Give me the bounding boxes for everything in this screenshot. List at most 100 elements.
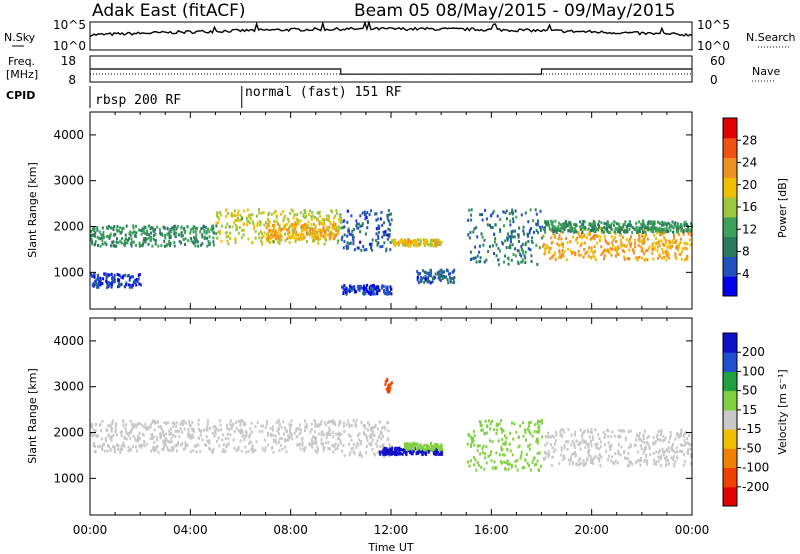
power-cell	[642, 222, 645, 226]
nave-tick-low: 0	[710, 73, 718, 87]
velocity-cell	[418, 448, 420, 452]
power-cell	[643, 226, 646, 230]
power-cell	[560, 253, 563, 257]
power-cell	[527, 247, 530, 251]
velocity-cell	[551, 434, 554, 438]
velocity-cell	[480, 465, 483, 469]
colorbar-tick-label: 100	[742, 364, 765, 378]
velocity-cell	[125, 423, 128, 427]
power-cell	[242, 233, 245, 237]
power-cell	[187, 239, 190, 243]
velocity-cell	[546, 434, 549, 438]
velocity-cell	[511, 421, 513, 425]
power-cell	[284, 223, 286, 227]
power-cell	[112, 279, 115, 283]
velocity-cell	[518, 444, 521, 448]
velocity-cell	[410, 452, 413, 456]
power-cell	[224, 225, 227, 229]
velocity-cell	[109, 424, 112, 428]
power-cell	[182, 234, 185, 238]
power-cell	[120, 230, 123, 234]
power-cell	[521, 248, 523, 252]
power-cell	[124, 241, 127, 245]
velocity-cell	[440, 452, 442, 456]
power-cell	[273, 227, 276, 230]
power-cell	[643, 241, 646, 245]
velocity-cell	[674, 460, 677, 464]
velocity-cell	[547, 431, 550, 435]
power-cell	[277, 231, 280, 235]
power-cell	[551, 255, 554, 259]
power-cell	[543, 252, 546, 256]
power-cell	[282, 210, 285, 214]
velocity-cell	[689, 443, 692, 447]
velocity-cell	[102, 442, 105, 446]
power-cell	[652, 222, 655, 226]
power-cell	[573, 226, 576, 230]
velocity-cell	[100, 437, 103, 441]
power-cell	[194, 230, 197, 234]
power-cell	[613, 236, 616, 240]
velocity-cell	[272, 428, 274, 432]
power-cell	[154, 238, 157, 242]
power-cell	[377, 286, 380, 290]
power-cell	[614, 230, 617, 234]
power-cell	[164, 244, 166, 248]
velocity-cell	[239, 421, 242, 425]
power-cell	[623, 250, 626, 254]
power-cell	[638, 230, 641, 234]
power-cell	[306, 240, 308, 243]
power-cell	[153, 233, 155, 237]
power-cell	[370, 244, 373, 248]
velocity-cell	[579, 447, 582, 451]
power-cell	[247, 237, 250, 241]
velocity-cell	[412, 449, 415, 453]
velocity-cell	[577, 443, 580, 446]
power-cell	[652, 247, 655, 251]
power-cell	[630, 235, 632, 239]
power-cell	[643, 237, 646, 241]
power-cell	[441, 277, 444, 280]
power-cell	[512, 220, 515, 224]
velocity-cell	[132, 445, 135, 449]
velocity-cell	[288, 422, 291, 426]
velocity-cell	[165, 437, 168, 440]
power-cell	[573, 223, 576, 226]
velocity-cell	[189, 450, 192, 454]
power-cell	[451, 270, 454, 274]
velocity-cell	[508, 442, 511, 446]
velocity-cell	[514, 460, 517, 464]
velocity-cell	[659, 457, 662, 461]
power-cell	[621, 249, 624, 253]
velocity-cell	[193, 429, 195, 433]
power-cell	[287, 217, 289, 221]
power-cell	[110, 285, 113, 289]
power-cell	[610, 227, 613, 231]
velocity-cell	[226, 426, 229, 430]
power-cell	[389, 285, 392, 289]
nsky-tick-low: 10^0	[53, 39, 86, 53]
power-cell	[246, 219, 249, 223]
power-cell	[292, 230, 295, 234]
power-cell	[581, 228, 584, 232]
power-cell	[522, 229, 525, 233]
power-cell	[90, 272, 93, 276]
velocity-cell	[528, 424, 531, 428]
velocity-cell	[304, 419, 306, 423]
power-cell	[589, 256, 592, 260]
velocity-cell	[669, 431, 672, 434]
velocity-cell	[370, 436, 373, 440]
velocity-cell	[159, 434, 162, 438]
velocity-cell	[152, 446, 155, 450]
power-cell	[272, 235, 274, 239]
power-cell	[621, 243, 624, 247]
power-cell	[553, 251, 556, 255]
power-cell	[631, 226, 634, 230]
power-cell	[658, 244, 661, 248]
velocity-cell	[686, 451, 689, 454]
power-cell	[358, 284, 361, 288]
power-cell	[135, 277, 138, 281]
power-cell	[661, 230, 664, 234]
power-cell	[634, 228, 637, 232]
power-cell	[251, 240, 254, 244]
